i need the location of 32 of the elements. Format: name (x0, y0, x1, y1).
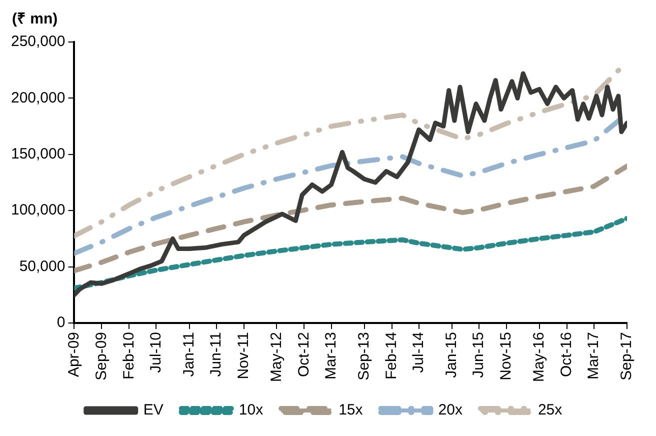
x-tick-label: Jun-11 (208, 332, 225, 377)
legend-label: 25x (538, 402, 563, 419)
x-tick-label: Jan-15 (443, 332, 460, 378)
x-tick-label: Jul-10 (147, 332, 164, 373)
y-tick-label: 250,000 (10, 33, 66, 50)
x-tick-label: Sep-17 (618, 332, 636, 380)
x-tick-label: Nov-11 (235, 332, 252, 380)
x-tick-label: Nov-15 (498, 332, 515, 380)
legend-label: 20x (438, 402, 463, 419)
x-tick-label: Mar-17 (585, 332, 602, 380)
y-tick-label: 0 (56, 314, 66, 332)
x-tick-label: Feb-10 (120, 332, 138, 380)
x-tick-label: May-16 (530, 332, 548, 382)
x-tick-label: Sep-13 (356, 332, 373, 380)
legend-label: 10x (238, 402, 264, 419)
legend-label: EV (143, 402, 164, 419)
x-tick-label: Apr-09 (65, 332, 82, 378)
x-tick-label: Jun-15 (470, 332, 488, 378)
y-axis-title: (₹ mn) (12, 10, 58, 28)
x-tick-label: Mar-13 (322, 332, 340, 380)
x-tick-label: Feb-14 (383, 332, 400, 380)
x-tick-label: May-12 (268, 332, 285, 382)
x-tick-label: Jan-11 (180, 332, 198, 377)
x-tick-label: Oct-12 (295, 332, 312, 377)
y-tick-label: 150,000 (10, 146, 66, 163)
y-tick-label: 100,000 (10, 202, 66, 219)
x-tick-label: Oct-16 (558, 332, 575, 377)
y-tick-label: 50,000 (19, 258, 66, 275)
x-tick-label: Sep-09 (92, 332, 110, 380)
legend-label: 15x (338, 402, 364, 419)
x-tick-label: Jul-14 (410, 332, 427, 373)
y-tick-label: 200,000 (10, 89, 66, 106)
